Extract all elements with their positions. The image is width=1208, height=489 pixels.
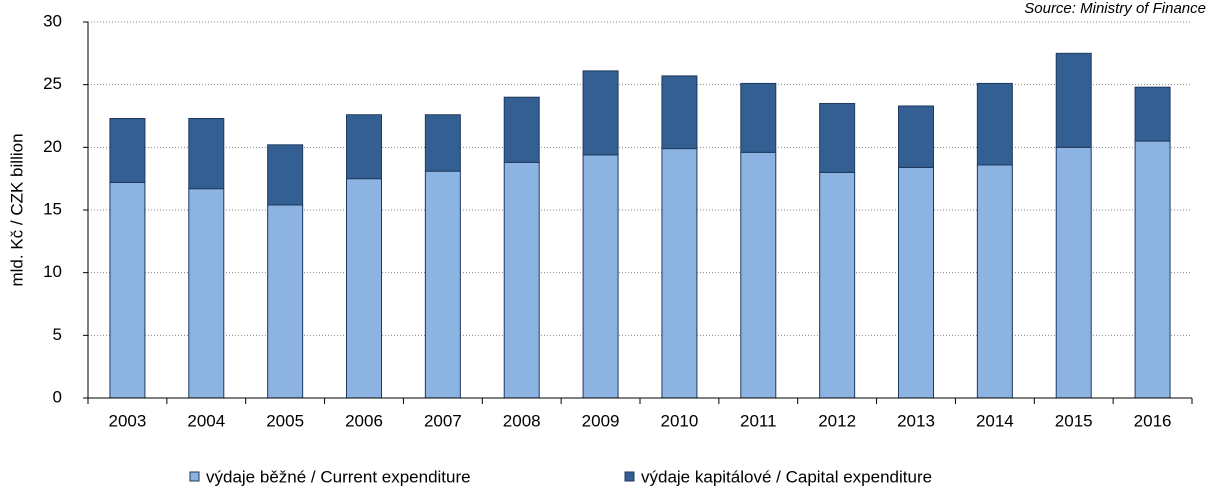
bar-segment xyxy=(976,82,1013,166)
bar-segment xyxy=(503,161,540,399)
bar-segment xyxy=(740,82,777,153)
bar-segment xyxy=(582,70,619,156)
x-tick-label: 2012 xyxy=(818,411,856,430)
bar-segment xyxy=(109,118,146,183)
bar-segment xyxy=(267,204,304,399)
x-tick-label: 2016 xyxy=(1134,411,1172,430)
bar-segment xyxy=(1055,146,1092,399)
y-tick-label: 25 xyxy=(43,74,62,93)
bar-segment xyxy=(661,148,698,399)
x-tick-label: 2007 xyxy=(424,411,462,430)
bar-segment xyxy=(503,96,540,163)
y-axis-label: mld. Kč / CZK billion xyxy=(7,133,26,286)
x-tick-label: 2005 xyxy=(266,411,304,430)
legend-swatch xyxy=(624,471,635,482)
x-tick-label: 2008 xyxy=(503,411,541,430)
source-note: Source: Ministry of Finance xyxy=(1024,0,1206,17)
bar-segment xyxy=(1055,52,1092,148)
x-tick-label: 2006 xyxy=(345,411,383,430)
x-tick-label: 2010 xyxy=(661,411,699,430)
legend-swatch xyxy=(189,471,200,482)
bar-segment xyxy=(819,102,856,173)
legend-label: výdaje kapitálové / Capital expenditure xyxy=(641,467,932,486)
bar-segment xyxy=(346,178,382,399)
x-tick-label: 2009 xyxy=(582,411,620,430)
y-tick-label: 0 xyxy=(53,387,62,406)
bar-segment xyxy=(582,154,619,399)
y-tick-label: 30 xyxy=(43,11,62,30)
x-tick-label: 2014 xyxy=(976,411,1014,430)
bar-segment xyxy=(424,114,461,172)
bar-segment xyxy=(188,118,225,190)
bar-segment xyxy=(661,75,698,150)
bar-segment xyxy=(109,181,146,399)
bar-segment xyxy=(976,164,1013,399)
y-tick-label: 5 xyxy=(53,325,62,344)
legend-label: výdaje běžné / Current expenditure xyxy=(206,467,471,486)
y-tick-label: 20 xyxy=(43,137,62,156)
x-tick-label: 2011 xyxy=(740,411,777,430)
x-tick-label: 2015 xyxy=(1055,411,1093,430)
x-tick-label: 2013 xyxy=(897,411,935,430)
x-tick-label: 2003 xyxy=(109,411,147,430)
bar-segment xyxy=(346,114,382,180)
bar-segment xyxy=(898,105,934,168)
bar-segment xyxy=(1134,140,1171,399)
bar-segment xyxy=(267,144,304,206)
bar-segment xyxy=(1134,86,1171,142)
bar-segment xyxy=(898,166,934,399)
bar-segment xyxy=(424,170,461,399)
bar-segment xyxy=(740,151,777,399)
bar-segment xyxy=(819,171,856,399)
y-tick-label: 15 xyxy=(43,199,62,218)
y-tick-label: 10 xyxy=(43,262,62,281)
x-tick-label: 2004 xyxy=(187,411,225,430)
bar-segment xyxy=(188,188,225,399)
